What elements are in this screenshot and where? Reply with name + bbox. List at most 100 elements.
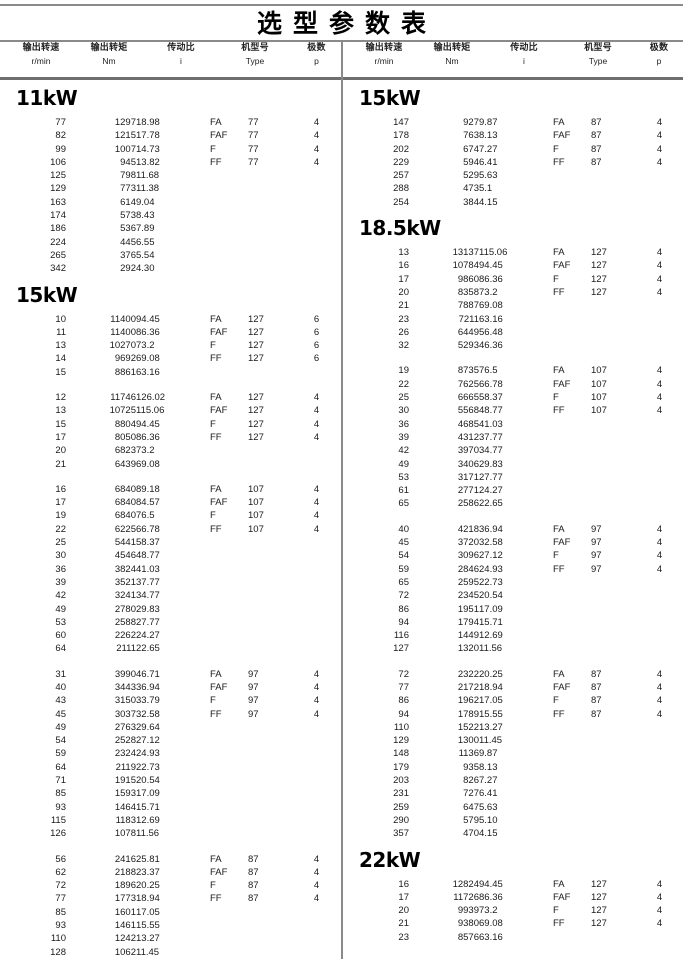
table-row: 65 2595 22.73 [343, 576, 683, 589]
cell-type-size: 127 [591, 286, 607, 298]
cell-ratio: 24.93 [136, 748, 160, 760]
cell-output-torque: 647 [463, 801, 479, 813]
cell-type: F [553, 392, 559, 404]
cell-poles: 4 [656, 878, 663, 890]
cell-output-speed: 42 [398, 445, 409, 457]
cell-ratio: 20.54 [136, 775, 160, 787]
cell-output-torque: 2595 [457, 576, 479, 588]
cell-output-torque: 6840 [114, 510, 136, 522]
cell-ratio: 4.15 [479, 828, 498, 840]
cell-poles: 6 [313, 353, 320, 365]
table-row: 56 2416 25.81 FA 87 4 [0, 853, 341, 866]
cell-type-size: 107 [591, 405, 607, 417]
cell-output-torque: 2763 [114, 721, 136, 733]
cell-output-torque: 1297 [114, 117, 136, 128]
cell-type: F [553, 273, 559, 285]
cell-output-torque: 3171 [457, 471, 479, 483]
cell-type: FF [553, 405, 565, 417]
cell-ratio: 17.05 [136, 906, 160, 918]
cell-type-size: 107 [591, 365, 607, 377]
header-type-left-en: Type [245, 55, 265, 66]
cell-poles: 4 [656, 392, 663, 404]
cell-type: FF [210, 431, 222, 443]
cell-type: FA [553, 668, 565, 680]
cell-ratio: 23.37 [136, 866, 160, 878]
table-row: 129 1300 11.45 [343, 734, 683, 747]
cell-type-size: 97 [248, 681, 259, 693]
cell-output-torque: 727 [463, 788, 479, 800]
cell-output-speed: 39 [398, 431, 409, 443]
cell-output-speed: 15 [55, 366, 66, 378]
cell-poles: 4 [313, 510, 320, 522]
cell-type-size: 87 [591, 156, 602, 168]
cell-output-torque: 8735 [457, 365, 479, 377]
cell-ratio: 58.37 [479, 392, 503, 404]
cell-output-speed: 60 [55, 630, 66, 642]
cell-ratio: 58.37 [136, 537, 160, 549]
cell-poles: 4 [656, 365, 663, 377]
cell-ratio: 13.27 [136, 933, 160, 945]
table-row: 15 8804 94.45 F 127 4 [0, 418, 341, 431]
cell-poles: 4 [656, 537, 663, 549]
cell-output-torque: 384 [463, 196, 479, 208]
cell-output-torque: 1136 [458, 748, 479, 760]
cell-output-speed: 65 [398, 498, 409, 510]
cell-output-torque: 6439 [114, 458, 136, 470]
header-torque-left-en: Nm [102, 55, 116, 66]
cell-poles: 4 [656, 550, 663, 562]
cell-poles: 4 [313, 405, 320, 417]
cell-ratio: 29.83 [136, 603, 160, 615]
cell-poles: 4 [656, 918, 663, 930]
table-row: 357 470 4.15 [343, 827, 683, 840]
cell-poles: 4 [656, 260, 663, 272]
cell-output-torque: 6823 [114, 445, 136, 457]
cell-ratio: 25.81 [136, 853, 160, 865]
cell-output-torque: 10270 [109, 340, 136, 352]
cell-output-speed: 36 [398, 418, 409, 430]
cell-output-speed: 127 [393, 643, 409, 655]
cell-poles: 4 [656, 668, 663, 680]
spec-table: 40 4218 36.94 FA 97 4 45 3720 32.58 FAF 97 4 54 3096 2… [343, 523, 683, 656]
cell-ratio: 34.77 [479, 445, 503, 457]
table-row: 106 945 13.82 FF 77 4 [0, 156, 341, 169]
cell-output-torque: 4685 [457, 418, 479, 430]
cell-ratio: 20.25 [136, 880, 160, 892]
cell-output-speed: 21 [398, 918, 409, 930]
cell-output-speed: 26 [398, 326, 409, 338]
cell-ratio: 5.1 [479, 183, 493, 195]
cell-ratio: 8.13 [479, 761, 498, 773]
table-row: 13 13137 115.06 FA 127 4 [343, 246, 683, 259]
cell-output-torque: 1461 [114, 920, 136, 932]
header-poles-right: 极数 p [635, 42, 683, 67]
cell-output-speed: 36 [55, 563, 66, 575]
cell-output-speed: 20 [55, 445, 66, 457]
header-torque-right: 输出转矩 Nm [417, 42, 487, 67]
cell-output-torque: 11746 [110, 392, 136, 404]
cell-output-torque: 5441 [114, 537, 136, 549]
cell-output-torque: 2780 [114, 603, 136, 615]
table-row: 21 6439 69.08 [0, 458, 341, 471]
table-row: 15 8861 63.16 [0, 366, 341, 379]
table-row: 59 2324 24.93 [0, 747, 341, 760]
header-torque-right-en: Nm [445, 55, 459, 66]
cell-poles: 4 [313, 418, 320, 430]
table-row: 65 2586 22.65 [343, 497, 683, 510]
cell-type: FAF [553, 378, 571, 390]
cell-output-torque: 445 [120, 236, 136, 248]
table-row: 20 9939 73.2 F 127 4 [343, 904, 683, 917]
cell-poles: 4 [313, 156, 320, 168]
table-row: 23 8576 63.16 [343, 931, 683, 944]
cell-output-speed: 23 [398, 313, 409, 325]
cell-output-torque: 1601 [114, 906, 136, 918]
cell-type: FF [210, 523, 222, 535]
cell-output-speed: 30 [55, 550, 66, 562]
cell-type: FA [210, 853, 222, 865]
cell-type-size: 97 [248, 695, 259, 707]
table-row: 12 11746 126.02 FA 127 4 [0, 391, 341, 404]
cell-output-torque: 1593 [114, 788, 136, 800]
cell-type: FAF [210, 866, 228, 878]
cell-output-torque: 2846 [457, 563, 479, 575]
cell-poles: 4 [656, 891, 663, 903]
header-type-right-cn: 机型号 [584, 43, 612, 53]
spec-table: 77 1297 18.98 FA 77 4 82 1215 17.78 FAF 77 4 99 1007 1… [0, 116, 341, 276]
